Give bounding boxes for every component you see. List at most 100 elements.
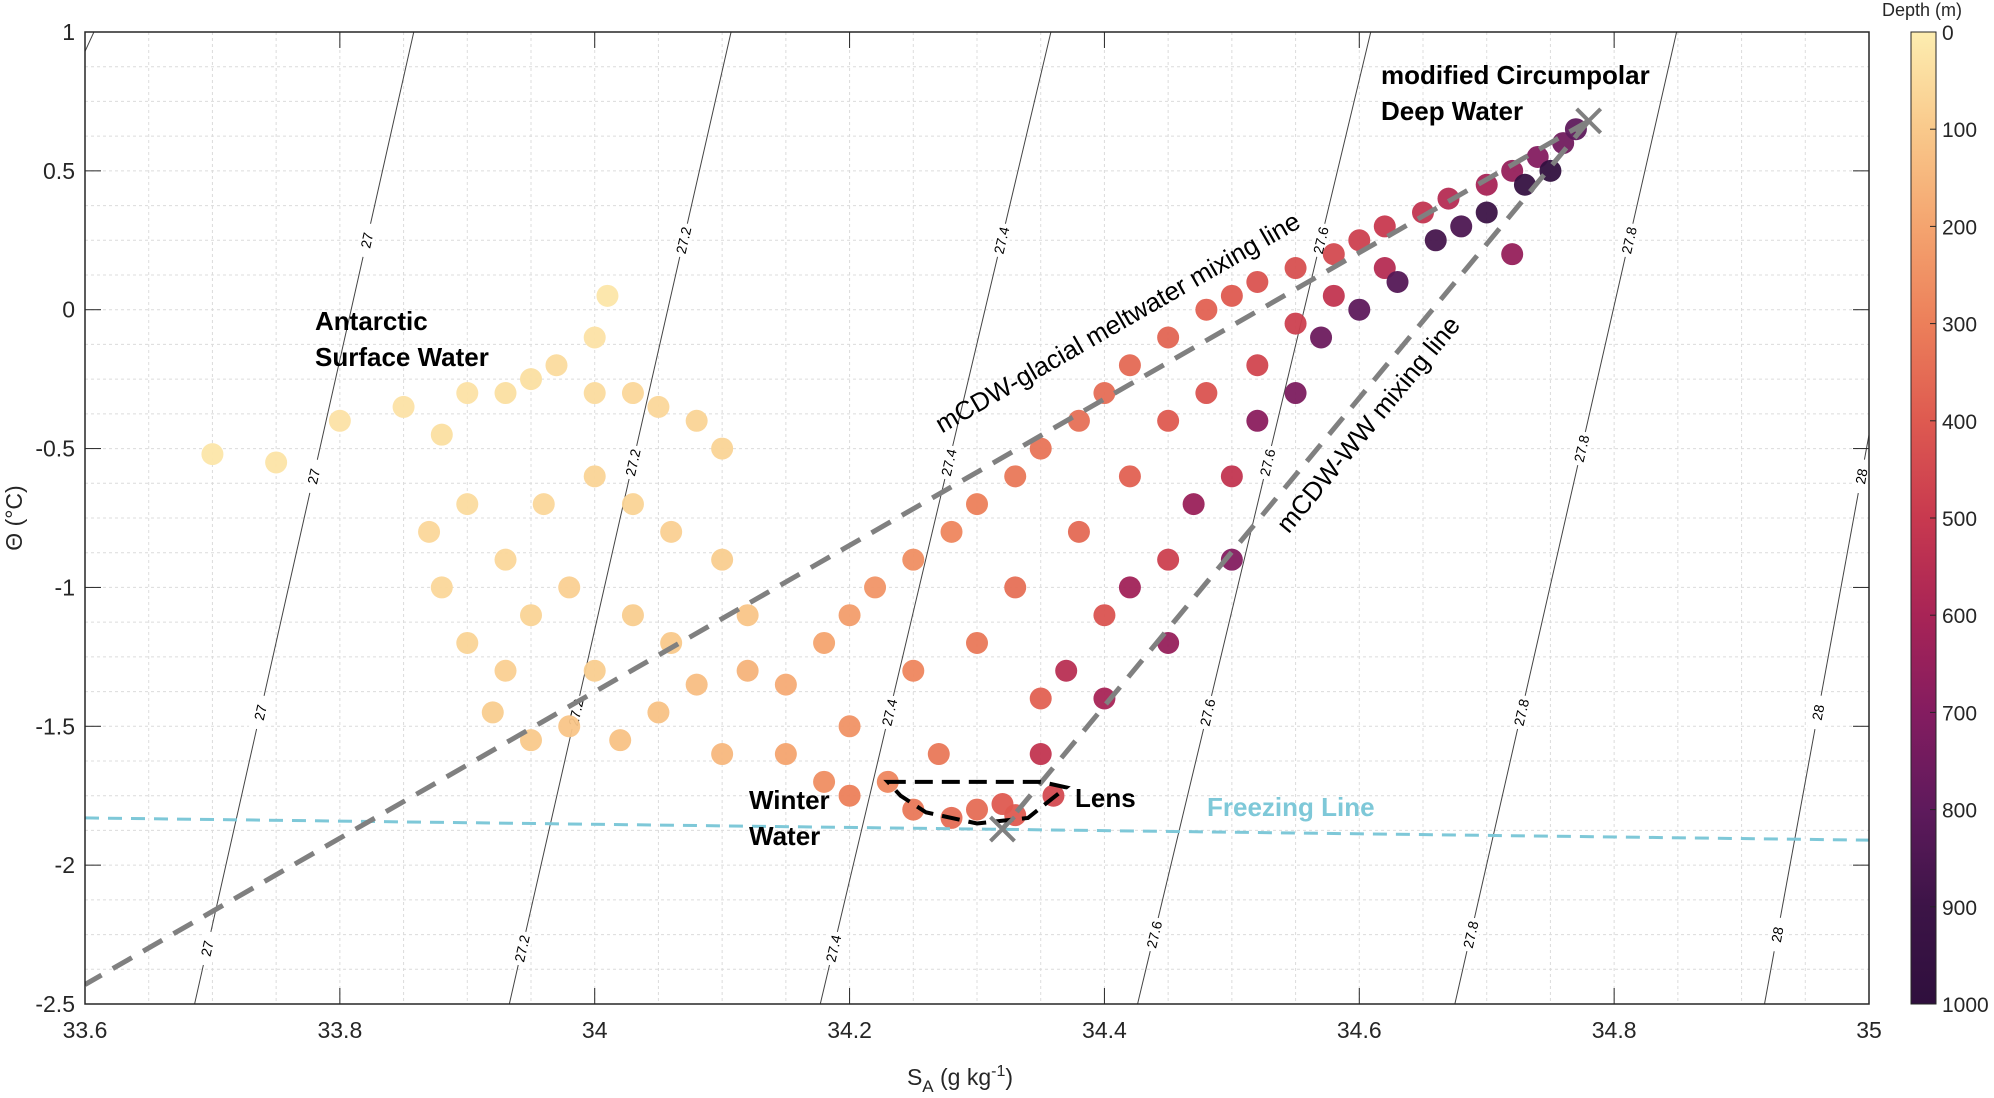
lens-outline [883,779,1071,826]
x-axis-label: SA (g kg-1) [907,1063,1013,1096]
isopycnal-label-group: 27.4 [989,221,1014,259]
aasw-label-2: Surface Water [315,342,489,372]
data-point [711,548,734,571]
data-point [609,729,632,752]
isopycnal-label-group: 27.2 [510,930,534,967]
data-point [838,715,861,738]
data-point [545,354,568,377]
data-point [902,798,925,821]
isopycnal-label-group: 27.4 [937,444,961,481]
data-point [201,443,224,466]
isopycnal-label: 27.4 [938,447,960,477]
data-point [1182,493,1205,516]
data-point [1220,465,1243,488]
x-tick-label: 35 [1856,1017,1882,1043]
isopycnal-27.8 [1454,32,1678,1004]
ww-mixing-line [1000,119,1591,831]
y-axis-label: Θ (°C) [1,485,27,550]
isopycnal-label-group: 27 [355,221,379,259]
isopycnal-label: 27.2 [511,933,533,963]
data-point [520,368,542,391]
isopycnal-label-group: 28 [1850,458,1869,495]
data-point [494,382,517,405]
isopycnal-label-group: 27 [302,457,326,495]
isopycnal-label-bg [510,930,534,967]
data-point [1475,201,1498,224]
y-tick-label: 1 [62,19,75,45]
data-point [838,604,861,627]
colorbar-tick-label: 900 [1942,897,1977,920]
data-point [1501,243,1524,266]
data-point [902,659,925,682]
data-point [1093,604,1116,627]
data-point [685,409,708,432]
data-point [1475,173,1498,196]
lens-label: Lens [1075,783,1136,813]
grid [84,31,1870,1005]
data-point [1157,409,1180,432]
data-point [558,576,581,599]
endmember-marker [1575,107,1603,135]
isopycnal-26.8 [85,32,95,52]
data-point [1118,576,1141,599]
isopycnal-label-group: 27.8 [1617,221,1641,259]
data-point [1284,312,1307,335]
axes: 33.6 33.8 34 34.2 34.4 34.6 34.8 35 1 0.5 0 -0.5 -1 -… [35,19,1881,1043]
isopycnal-label-bg [248,694,272,731]
isopycnal-label-group: 27.2 [671,221,696,259]
data-point [583,326,606,349]
isopycnal-27 [194,32,415,1004]
x-tick-label: 34.2 [827,1017,872,1043]
data-point [1067,520,1090,543]
data-point [1322,243,1345,266]
data-point [1118,465,1141,488]
y-tick-label: -2.5 [35,991,75,1017]
aasw-label-1: Antarctic [315,306,428,336]
y-tick-label: -1.5 [35,713,75,739]
data-point [1246,354,1269,377]
isopycnal-label-group: 27.4 [821,930,846,967]
data-point [940,520,963,543]
data-point [494,659,517,682]
isopycnal-27.6 [1137,32,1372,1004]
isopycnal-label: 27.2 [673,225,695,255]
isopycnal-label-bg [1766,916,1789,953]
data-point [1093,687,1116,710]
colorbar-tick-label: 1000 [1942,994,1989,1017]
isopycnal-label-group: 27.2 [621,444,645,481]
data-point [456,493,479,516]
ww-label-2: Water [749,821,820,851]
data-point [1322,284,1345,307]
data-point [1348,229,1371,252]
data-point [1246,270,1269,293]
isopycnal-label: 27 [251,703,270,722]
endmember-marker [989,815,1016,843]
colorbar-tick-label: 700 [1942,702,1977,725]
data-point [1029,743,1052,766]
data-point [456,382,479,405]
data-point [736,659,759,682]
isopycnal-label: 28 [1768,925,1787,943]
data-point [1284,257,1307,280]
isopycnal-label-group: 27.8 [1509,694,1533,731]
data-point [774,673,797,696]
x-tick-label: 34 [582,1017,608,1043]
isopycnal-label-group: 28 [1807,694,1829,731]
x-tick-label: 34.8 [1592,1017,1637,1043]
data-point [838,784,861,807]
data-point [1526,145,1549,168]
isopycnal-label: 27.2 [622,447,644,477]
isopycnal-label-bg [621,444,645,481]
data-point [430,423,453,446]
data-point [481,701,504,724]
colorbar-tick-label: 500 [1942,508,1977,531]
isopycnal-label: 27.6 [1143,919,1165,949]
data-point [392,395,415,418]
isopycnal-label: 27.6 [1197,697,1219,727]
data-point [583,382,606,405]
isopycnal-27.4 [819,32,1052,1004]
isopycnal-label: 27.4 [823,933,845,963]
data-point [494,548,517,571]
data-point [621,493,644,516]
data-point [1373,257,1396,280]
